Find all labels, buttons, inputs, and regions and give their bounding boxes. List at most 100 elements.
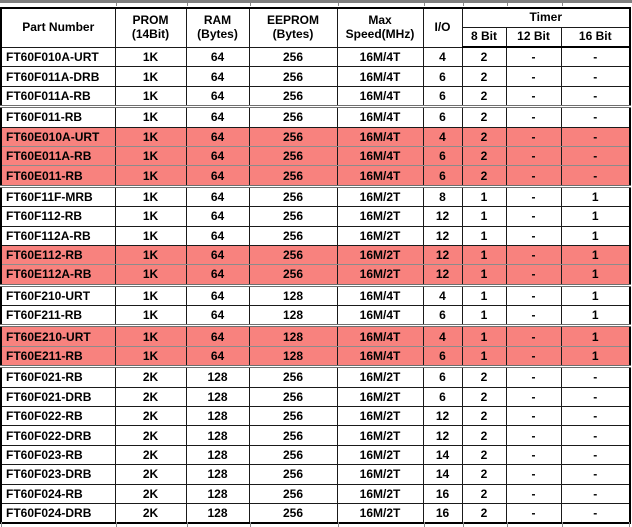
part-number-cell: FT60F210-URT — [0, 283, 116, 307]
eeprom-cell: 128 — [248, 345, 338, 368]
eeprom-cell: 256 — [248, 46, 338, 68]
part-number-cell: FT60E112-RB — [0, 244, 116, 266]
max-speed-cell: 16M/2T — [336, 444, 424, 466]
io-cell: 14 — [422, 464, 463, 485]
col-header-prom-line1: PROM — [132, 13, 169, 28]
crop-border-stub — [424, 522, 425, 527]
timer-8bit-cell: 2 — [461, 444, 507, 466]
timer-16bit-cell: 1 — [560, 283, 631, 307]
max-speed-cell: 16M/4T — [336, 165, 424, 187]
table-row: FT60F011A-DRB 1K 64 256 16M/4T 6 2- - — [0, 66, 631, 87]
timer-16bit-cell: - — [560, 483, 631, 504]
table-row: FT60F11F-MRB 1K 64 256 16M/2T 8 1-1 — [0, 184, 631, 208]
timer-8bit-cell: 2 — [461, 406, 507, 427]
ram-cell: 64 — [185, 184, 250, 208]
col-header-eeprom-line2: (Bytes) — [272, 26, 314, 41]
prom-cell: 1K — [114, 225, 187, 246]
timer-16bit-cell: - — [560, 464, 631, 485]
prom-cell: 1K — [114, 105, 187, 128]
timer-12bit-cell: - — [505, 165, 562, 187]
part-number-cell: FT60F211-RB — [0, 305, 116, 327]
crop-border-stub — [562, 522, 563, 527]
timer-16bit-cell: - — [560, 145, 631, 167]
io-cell: 12 — [422, 264, 463, 286]
timer-12bit-cell: - — [505, 464, 562, 485]
part-number-cell: FT60F010A-URT — [0, 46, 116, 68]
prom-cell: 1K — [114, 165, 187, 187]
timer-16bit-cell: 1 — [560, 244, 631, 266]
col-header-eeprom-line1: EEPROM — [266, 13, 319, 28]
timer-8bit-cell: 2 — [461, 165, 507, 187]
timer-16bit-cell: - — [560, 46, 631, 68]
timer-8bit-cell: 2 — [461, 464, 507, 485]
ram-cell: 128 — [185, 444, 250, 466]
max-speed-cell: 16M/4T — [336, 345, 424, 368]
top-crop-bar — [0, 0, 632, 3]
crop-border-stub — [187, 3, 188, 6]
col-header-max-speed: Max Speed(MHz) — [336, 7, 424, 48]
col-header-eeprom: EEPROM (Bytes) — [248, 7, 338, 48]
max-speed-cell: 16M/2T — [336, 483, 424, 504]
prom-cell: 2K — [114, 425, 187, 446]
ram-cell: 128 — [185, 502, 250, 524]
eeprom-cell: 256 — [248, 406, 338, 427]
max-speed-cell: 16M/4T — [336, 105, 424, 128]
table-row: FT60F022-DRB 2K 128 256 16M/2T 12 2- - — [0, 425, 631, 446]
crop-border-stub — [507, 3, 508, 6]
table-row: FT60E211-RB 1K 64 128 16M/4T 6 1-1 — [0, 345, 631, 368]
crop-border-stub — [424, 3, 425, 6]
crop-border-stub — [463, 522, 464, 527]
timer-16bit-cell: - — [560, 425, 631, 446]
part-number-cell: FT60F011A-DRB — [0, 66, 116, 87]
timer-16bit-cell: 1 — [560, 324, 631, 347]
ram-cell: 64 — [185, 305, 250, 327]
crop-border-stub — [562, 3, 563, 6]
io-cell: 16 — [422, 502, 463, 524]
part-number-cell: FT60F11F-MRB — [0, 184, 116, 208]
eeprom-cell: 256 — [248, 85, 338, 108]
prom-cell: 1K — [114, 46, 187, 68]
max-speed-cell: 16M/2T — [336, 464, 424, 485]
timer-8bit-cell: 2 — [461, 105, 507, 128]
eeprom-cell: 256 — [248, 425, 338, 446]
eeprom-cell: 256 — [248, 105, 338, 128]
eeprom-cell: 256 — [248, 386, 338, 408]
table-row: FT60F021-DRB 2K 128 256 16M/2T 6 2- - — [0, 386, 631, 408]
io-cell: 4 — [422, 324, 463, 347]
io-cell: 4 — [422, 283, 463, 307]
table-row: FT60F023-RB 2K 128 256 16M/2T 14 2- - — [0, 444, 631, 466]
eeprom-cell: 256 — [248, 483, 338, 504]
col-header-ram-line1: RAM — [203, 13, 232, 28]
mcu-spec-table: Part Number PROM (14Bit) RAM (Bytes) EEP… — [0, 7, 632, 525]
part-number-cell: FT60F021-RB — [0, 365, 116, 388]
max-speed-cell: 16M/2T — [336, 386, 424, 408]
table-row: FT60F211-RB 1K 64 128 16M/4T 6 1-1 — [0, 305, 631, 327]
max-speed-cell: 16M/2T — [336, 425, 424, 446]
timer-16bit-cell: - — [560, 105, 631, 128]
part-number-cell: FT60F023-DRB — [0, 464, 116, 485]
table-row: FT60F010A-URT 1K 64 256 16M/4T 4 2- - — [0, 46, 631, 68]
timer-12bit-cell: - — [505, 365, 562, 388]
timer-12bit-cell: - — [505, 85, 562, 108]
timer-8bit-cell: 1 — [461, 184, 507, 208]
prom-cell: 1K — [114, 206, 187, 227]
timer-12bit-cell: - — [505, 225, 562, 246]
timer-8bit-cell: 2 — [461, 126, 507, 147]
max-speed-cell: 16M/2T — [336, 264, 424, 286]
ram-cell: 128 — [185, 464, 250, 485]
max-speed-cell: 16M/2T — [336, 502, 424, 524]
timer-8bit-cell: 1 — [461, 345, 507, 368]
part-number-cell: FT60F011A-RB — [0, 85, 116, 108]
io-cell: 6 — [422, 85, 463, 108]
timer-16bit-cell: 1 — [560, 206, 631, 227]
eeprom-cell: 256 — [248, 264, 338, 286]
prom-cell: 1K — [114, 305, 187, 327]
io-cell: 6 — [422, 66, 463, 87]
max-speed-cell: 16M/2T — [336, 225, 424, 246]
eeprom-cell: 256 — [248, 184, 338, 208]
timer-8bit-cell: 1 — [461, 244, 507, 266]
table-row: FT60F011-RB 1K 64 256 16M/4T 6 2- - — [0, 105, 631, 128]
timer-12bit-cell: - — [505, 305, 562, 327]
prom-cell: 2K — [114, 444, 187, 466]
part-number-cell: FT60E211-RB — [0, 345, 116, 368]
